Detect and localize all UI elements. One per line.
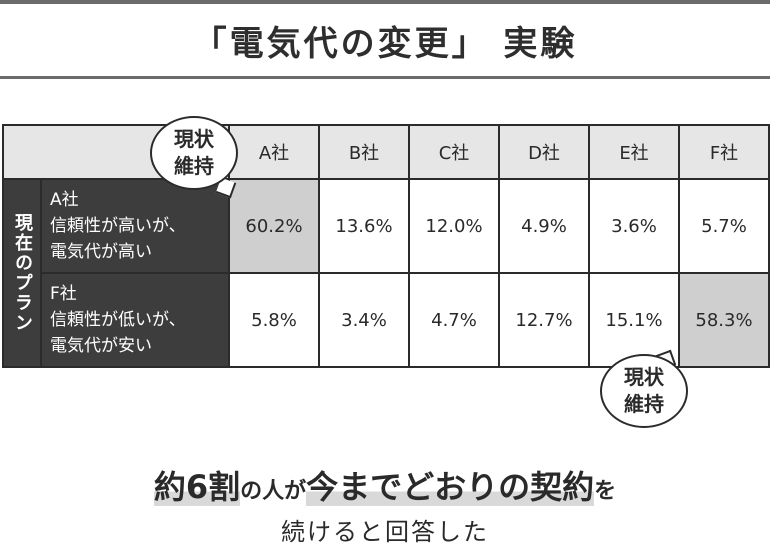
column-header: C社 (408, 124, 500, 180)
summary-line-2: 続けると回答した (281, 518, 489, 546)
row-label-line: 電気代が高い (50, 242, 152, 262)
table-cell: 3.6% (588, 178, 680, 274)
bubble-text: 維持 (624, 392, 664, 416)
summary-text: の人が (240, 479, 307, 504)
table-cell: 13.6% (318, 178, 410, 274)
column-header: D社 (498, 124, 590, 180)
row-label-line: A社 (50, 190, 79, 210)
results-table: A社 B社 C社 D社 E社 F社 現在のプラン A社 信頼性が高いが、 電気代… (2, 124, 770, 368)
table-cell: 3.4% (318, 272, 410, 368)
page-title: 「電気代の変更」 実験 (192, 24, 578, 64)
summary-text: を (594, 479, 617, 504)
status-quo-bubble-top: 現状 維持 (150, 116, 238, 190)
table-cell: 5.8% (228, 272, 320, 368)
summary-emphasis: 約6割 (153, 468, 241, 506)
column-header: E社 (588, 124, 680, 180)
table-cell: 60.2% (228, 178, 320, 274)
row-label-line: 電気代が安い (50, 336, 152, 356)
row-label-line: F社 (50, 284, 77, 304)
table-cell: 5.7% (678, 178, 770, 274)
row-label-line: 信頼性が低いが、 (50, 310, 186, 330)
bubble-text: 現状 (174, 127, 214, 151)
top-rule (0, 0, 770, 4)
summary-emphasis: 今までどおりの契約 (306, 468, 595, 506)
table-row: F社 信頼性が低いが、 電気代が安い 5.8% 3.4% 4.7% 12.7% … (3, 272, 770, 368)
title-underline (0, 76, 770, 79)
table-cell: 58.3% (678, 272, 770, 368)
column-header: A社 (228, 124, 320, 180)
column-header: F社 (678, 124, 770, 180)
table-header-row: A社 B社 C社 D社 E社 F社 (2, 124, 770, 180)
table-cell: 4.7% (408, 272, 500, 368)
table-cell: 4.9% (498, 178, 590, 274)
status-quo-bubble-bottom: 現状 維持 (600, 354, 688, 428)
table-cell: 12.7% (498, 272, 590, 368)
table-cell: 12.0% (408, 178, 500, 274)
table-row: 現在のプラン A社 信頼性が高いが、 電気代が高い 60.2% 13.6% 12… (2, 178, 770, 368)
current-plan-label: 現在のプラン (2, 178, 42, 368)
bubble-text: 現状 (624, 365, 664, 389)
column-header: B社 (318, 124, 410, 180)
bubble-text: 維持 (174, 154, 214, 178)
row-label-a: A社 信頼性が高いが、 電気代が高い (40, 178, 230, 274)
summary-line-1: 約6割の人が今までどおりの契約を (0, 462, 770, 508)
row-label-line: 信頼性が高いが、 (50, 216, 186, 236)
row-label-f: F社 信頼性が低いが、 電気代が安い (40, 272, 230, 368)
